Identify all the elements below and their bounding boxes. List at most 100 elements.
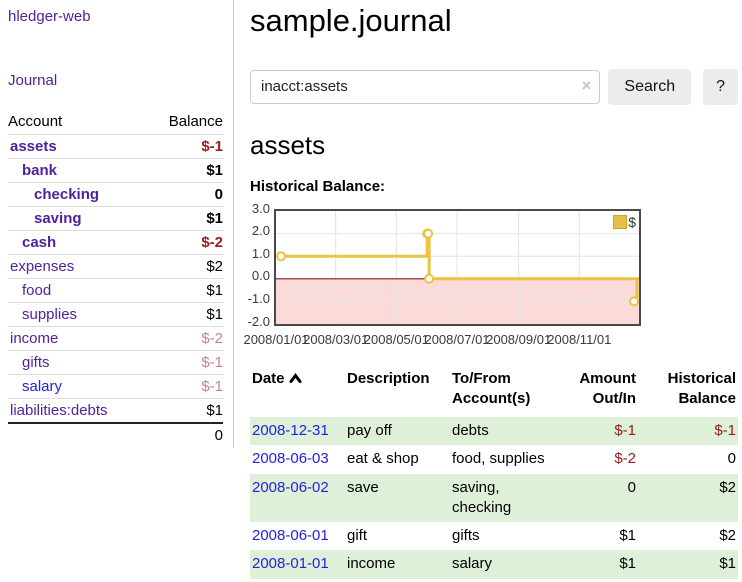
sidebar-item-journal[interactable]: Journal — [8, 72, 58, 89]
transaction-date-link[interactable]: 2008-06-01 — [252, 527, 329, 545]
account-link-food[interactable]: food — [22, 282, 52, 299]
clear-search-icon[interactable]: × — [581, 75, 592, 95]
transaction-date-link[interactable]: 2008-06-02 — [252, 478, 329, 496]
account-link-cash[interactable]: cash — [22, 234, 57, 251]
search-input-wrap: × — [250, 69, 601, 104]
register-header-balance: Historical Balance — [667, 369, 736, 407]
register-header-date[interactable]: Date — [250, 367, 345, 418]
sidebar: hledger-web Journal Account Balance asse… — [0, 0, 234, 448]
y-axis-tick-label: 1.0 — [251, 245, 270, 261]
register-header-description: Description — [347, 369, 430, 387]
accounts-table: Account Balance assets $-1 bank $1 check… — [8, 110, 223, 447]
register-row: 2008-12-31 pay off debts $-1 $-1 — [250, 417, 738, 446]
transaction-balance: $2 — [719, 527, 736, 545]
account-balance: $-1 — [147, 350, 223, 375]
account-link-bank[interactable]: bank — [22, 162, 58, 179]
account-row: bank $1 — [8, 158, 223, 183]
transaction-accounts: debts — [452, 422, 489, 440]
account-balance: $-1 — [147, 134, 223, 159]
register-header-row: Date Description To/From Account(s) Amou… — [250, 367, 738, 418]
x-axis-tick-label: 2008/01/01 — [243, 331, 309, 347]
account-balance: $2 — [147, 254, 223, 279]
register-header-amount: Amount Out/In — [579, 369, 636, 407]
search-input[interactable] — [250, 69, 601, 104]
x-axis-tick-label: 2008/09/01 — [486, 331, 552, 347]
transaction-balance: $1 — [719, 555, 736, 573]
legend-label: $ — [628, 213, 636, 230]
historical-balance-chart: $ 3.0 2.0 1.0 0.0 -1.0 -2.0 2008/01/01 2008/03/… — [243, 202, 738, 347]
account-link-salary[interactable]: salary — [22, 378, 63, 395]
y-axis-tick-label: 3.0 — [251, 200, 270, 216]
register-row: 2008-01-01 income salary $1 $1 — [250, 550, 738, 579]
transaction-amount: $1 — [619, 555, 636, 573]
search-help-button[interactable]: ? — [703, 68, 738, 105]
search-button[interactable]: Search — [608, 68, 692, 105]
x-axis-tick-label: 2008/03/01 — [303, 331, 369, 347]
account-balance: 0 — [147, 182, 223, 207]
account-balance: $1 — [147, 206, 223, 231]
y-axis-tick-label: 2.0 — [251, 223, 270, 239]
search-form: × Search ? — [250, 68, 738, 105]
transaction-amount: $-1 — [614, 422, 636, 440]
account-row: supplies $1 — [8, 302, 223, 327]
transaction-accounts: saving, checking — [452, 478, 512, 516]
account-balance: $1 — [147, 278, 223, 303]
transaction-amount: $1 — [619, 527, 636, 545]
transaction-description: pay off — [347, 422, 392, 440]
account-link-saving[interactable]: saving — [34, 210, 82, 227]
account-row: income $-2 — [8, 326, 223, 351]
account-link-checking[interactable]: checking — [34, 186, 100, 203]
account-link-supplies[interactable]: supplies — [22, 306, 78, 323]
transaction-accounts: salary — [452, 555, 493, 573]
account-balance: $1 — [147, 158, 223, 183]
account-link-gifts[interactable]: gifts — [22, 354, 50, 371]
account-row: food $1 — [8, 278, 223, 303]
register-header-accounts: To/From Account(s) — [452, 369, 531, 407]
main-content: sample.journal × Search ? assets Histori… — [243, 0, 738, 579]
account-row: expenses $2 — [8, 254, 223, 279]
account-balance: $-2 — [147, 230, 223, 255]
transaction-balance: $2 — [719, 478, 736, 496]
transaction-date-link[interactable]: 2008-06-03 — [252, 450, 329, 468]
y-axis-tick-label: -2.0 — [247, 313, 270, 329]
account-row: cash $-2 — [8, 230, 223, 255]
transaction-balance: 0 — [727, 450, 736, 468]
account-row: gifts $-1 — [8, 350, 223, 375]
chart-legend: $ — [613, 214, 636, 230]
app-brand-link[interactable]: hledger-web — [8, 8, 91, 25]
account-row: assets $-1 — [8, 134, 223, 159]
transaction-date-link[interactable]: 2008-01-01 — [252, 555, 329, 573]
account-row: saving $1 — [8, 206, 223, 231]
transaction-description: save — [347, 478, 379, 496]
account-link-assets[interactable]: assets — [10, 138, 57, 155]
account-row: liabilities:debts $1 — [8, 398, 223, 424]
account-link-expenses[interactable]: expenses — [10, 258, 75, 275]
transaction-accounts: food, supplies — [452, 450, 545, 468]
legend-swatch-icon — [613, 214, 628, 229]
account-balance: $-2 — [147, 326, 223, 351]
transaction-description: eat & shop — [347, 450, 419, 468]
account-link-income[interactable]: income — [10, 330, 59, 347]
transaction-amount: 0 — [627, 478, 636, 496]
chart-section-label: Historical Balance: — [250, 177, 386, 195]
register-row: 2008-06-03 eat & shop food, supplies $-2… — [250, 445, 738, 473]
transaction-description: gift — [347, 527, 368, 545]
register-row: 2008-06-01 gift gifts $1 $2 — [250, 522, 738, 550]
accounts-total-balance: 0 — [147, 422, 223, 447]
register-row: 2008-06-02 save saving, checking 0 $2 — [250, 473, 738, 523]
transaction-description: income — [347, 555, 396, 573]
accounts-header-balance: Balance — [147, 110, 223, 135]
account-row: salary $-1 — [8, 374, 223, 399]
accounts-header-account: Account — [8, 110, 148, 135]
account-row: checking 0 — [8, 182, 223, 207]
y-axis-tick-label: 0.0 — [251, 268, 270, 284]
chart-plot-area: $ — [274, 208, 641, 326]
transaction-balance: $-1 — [714, 422, 736, 440]
page-title: sample.journal — [250, 3, 452, 38]
transaction-amount: $-2 — [614, 450, 636, 468]
x-axis-tick-label: 2008/05/01 — [363, 331, 429, 347]
transaction-date-link[interactable]: 2008-12-31 — [252, 422, 329, 440]
account-link-liabilities-debts[interactable]: liabilities:debts — [10, 402, 108, 419]
register-table: Date Description To/From Account(s) Amou… — [250, 367, 738, 579]
sort-asc-icon — [289, 372, 302, 383]
